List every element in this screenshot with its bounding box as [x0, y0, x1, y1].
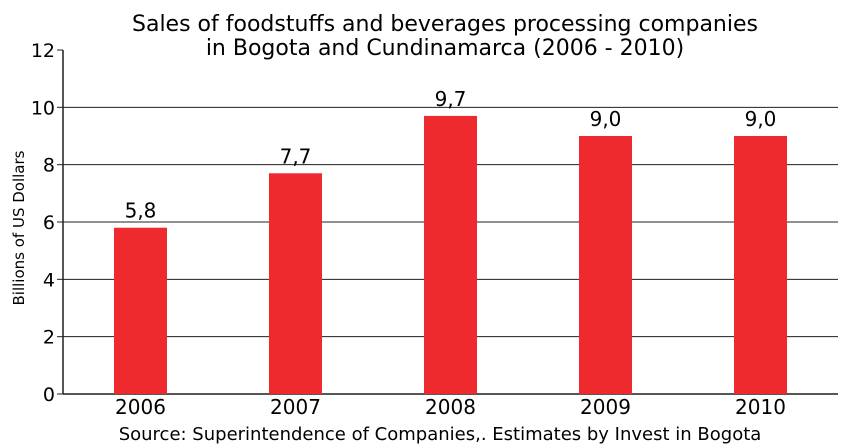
bar-2007: [269, 173, 322, 394]
chart-title-line-1: Sales of foodstuffs and beverages proces…: [132, 12, 758, 37]
bar-2010: [734, 136, 787, 394]
bar-2006: [114, 227, 167, 394]
chart-title-line-2: in Bogota and Cundinamarca (2006 - 2010): [206, 36, 684, 61]
source-note: Source: Superintendence of Companies,. E…: [119, 424, 762, 445]
value-label: 7,7: [280, 144, 312, 168]
x-tick-label: 2008: [425, 395, 476, 419]
y-tick-label: 4: [43, 269, 55, 291]
y-tick-label: 12: [31, 40, 55, 62]
bars: [114, 115, 787, 394]
bar-2009: [579, 136, 632, 394]
x-tick-label: 2006: [115, 395, 166, 419]
value-label: 9,0: [745, 107, 777, 131]
y-tick-label: 10: [31, 97, 55, 119]
y-tick-label: 6: [43, 212, 55, 234]
y-tick-label: 2: [43, 327, 55, 349]
x-tick-label: 2007: [270, 395, 321, 419]
value-labels: 5,8 7,7 9,7 9,0 9,0: [125, 87, 777, 223]
y-axis-label: Billions of US Dollars: [10, 150, 28, 305]
x-tick-label: 2010: [735, 395, 786, 419]
y-axis-ticks: 0 2 4 6 8 10 12: [31, 40, 63, 406]
y-tick-label: 0: [43, 384, 55, 406]
x-tick-label: 2009: [580, 395, 631, 419]
value-label: 9,7: [435, 87, 467, 111]
value-label: 9,0: [590, 107, 622, 131]
bar-2008: [424, 115, 477, 394]
y-tick-label: 8: [43, 155, 55, 177]
x-axis-labels: 2006 2007 2008 2009 2010: [115, 395, 786, 419]
value-label: 5,8: [125, 199, 157, 223]
